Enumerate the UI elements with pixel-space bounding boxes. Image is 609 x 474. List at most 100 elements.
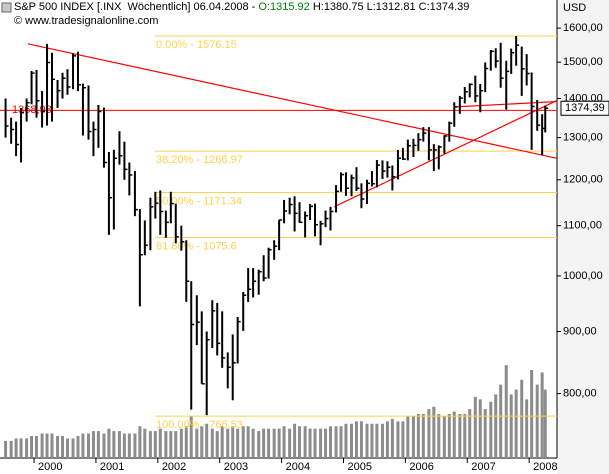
volume-bar xyxy=(288,428,292,458)
volume-bar xyxy=(50,433,54,458)
volume-bar xyxy=(504,365,508,458)
x-tick-label: 2001 xyxy=(100,461,124,473)
volume-bar xyxy=(427,409,431,458)
y-tick-label: 1300,00 xyxy=(563,132,603,144)
volume-bar xyxy=(468,409,472,458)
x-tick-label: 2006 xyxy=(409,461,433,473)
volume-bar xyxy=(350,423,354,458)
fib-label: 50.00% - 1171.34 xyxy=(156,195,242,207)
volume-bar xyxy=(158,428,162,458)
fib-label: 0.00% - 1576.15 xyxy=(156,39,237,51)
volume-bar xyxy=(226,428,230,458)
volume-bar xyxy=(324,428,328,458)
volume-bar xyxy=(102,433,106,458)
volume-bar xyxy=(169,431,173,458)
volume-bar xyxy=(396,421,400,458)
volume-bar xyxy=(489,401,493,458)
volume-bar xyxy=(81,433,85,458)
volume-bar xyxy=(390,418,394,458)
volume-bar xyxy=(195,428,199,458)
y-tick-label: 900,00 xyxy=(563,325,597,337)
fib-label: 38.20% - 1266.97 xyxy=(156,154,243,166)
volume-bar xyxy=(153,431,157,458)
copyright: © www.tradesignalonline.com xyxy=(14,15,159,27)
volume-bar xyxy=(236,428,240,458)
volume-bar xyxy=(442,416,446,458)
volume-bar xyxy=(65,438,69,458)
last-price-label: 1374,39 xyxy=(565,102,605,114)
volume-bar xyxy=(30,436,34,458)
fib-label: 100.00% - 766.53 xyxy=(156,419,243,431)
volume-bar xyxy=(354,421,358,458)
volume-bar xyxy=(380,423,384,458)
volume-bar xyxy=(277,428,281,458)
volume-bar xyxy=(220,426,224,458)
volume-bar xyxy=(298,426,302,458)
volume-bar xyxy=(35,436,39,458)
volume-bar xyxy=(483,409,487,458)
volume-bar xyxy=(344,423,348,458)
volume-bar xyxy=(143,428,147,458)
volume-bar xyxy=(421,414,425,458)
volume-bar xyxy=(14,438,18,458)
volume-bar xyxy=(509,394,513,458)
x-tick-label: 2002 xyxy=(162,461,186,473)
volume-bar xyxy=(478,399,482,458)
volume-bar xyxy=(112,431,116,458)
x-tick-label: 2000 xyxy=(38,461,62,473)
volume-bar xyxy=(148,431,152,458)
volume-bar xyxy=(473,396,477,458)
volume-bar xyxy=(293,423,297,458)
volume-bar xyxy=(370,423,374,458)
y-tick-label: 1500,00 xyxy=(563,56,603,68)
volume-bar xyxy=(520,379,524,458)
volume-bar xyxy=(385,421,389,458)
y-unit: USD xyxy=(563,2,586,14)
x-tick-label: 2008 xyxy=(533,461,557,473)
volume-bar xyxy=(117,431,121,458)
volume-bar xyxy=(375,423,379,458)
volume-bar xyxy=(96,431,100,458)
icon xyxy=(1,2,12,13)
volume-bar xyxy=(494,394,498,458)
volume-bar xyxy=(251,428,255,458)
volume-bar xyxy=(334,426,338,458)
volume-bar xyxy=(40,433,44,458)
y-tick-label: 1000,00 xyxy=(563,270,603,282)
volume-bar xyxy=(246,426,250,458)
volume-bar xyxy=(9,440,13,458)
volume-bar xyxy=(401,421,405,458)
volume-bar xyxy=(257,431,261,458)
volume-bar xyxy=(179,428,183,458)
volume-bar xyxy=(189,416,193,458)
header-open: O:1315.92 xyxy=(258,1,310,13)
volume-bar xyxy=(184,426,188,458)
volume-bar xyxy=(91,431,95,458)
header: S&P 500 INDEX [.INX Wöchentlich] 06.04.2… xyxy=(14,1,469,13)
volume-bar xyxy=(525,399,529,458)
volume-bar xyxy=(411,416,415,458)
volume-bar xyxy=(174,431,178,458)
volume-bar xyxy=(437,414,441,458)
volume-bar xyxy=(365,423,369,458)
volume-bar xyxy=(267,428,271,458)
volume-bar xyxy=(200,426,204,458)
volume-bar xyxy=(530,370,534,458)
volume-bar xyxy=(339,426,343,458)
volume-bar xyxy=(499,384,503,458)
y-tick-label: 1100,00 xyxy=(563,220,602,232)
y-tick-label: 800,00 xyxy=(563,387,597,399)
volume-bar xyxy=(432,406,436,458)
volume-bar xyxy=(543,389,547,458)
last-price-box xyxy=(560,100,609,116)
volume-bar xyxy=(4,440,8,458)
volume-bar xyxy=(535,384,539,458)
volume-bar xyxy=(56,436,60,458)
y-tick-label: 1200,00 xyxy=(563,174,603,186)
volume-bar xyxy=(133,433,137,458)
volume-bar xyxy=(122,433,126,458)
volume-bar xyxy=(328,426,332,458)
volume-bar xyxy=(540,372,544,458)
volume-bar xyxy=(313,428,317,458)
volume-bar xyxy=(127,433,131,458)
